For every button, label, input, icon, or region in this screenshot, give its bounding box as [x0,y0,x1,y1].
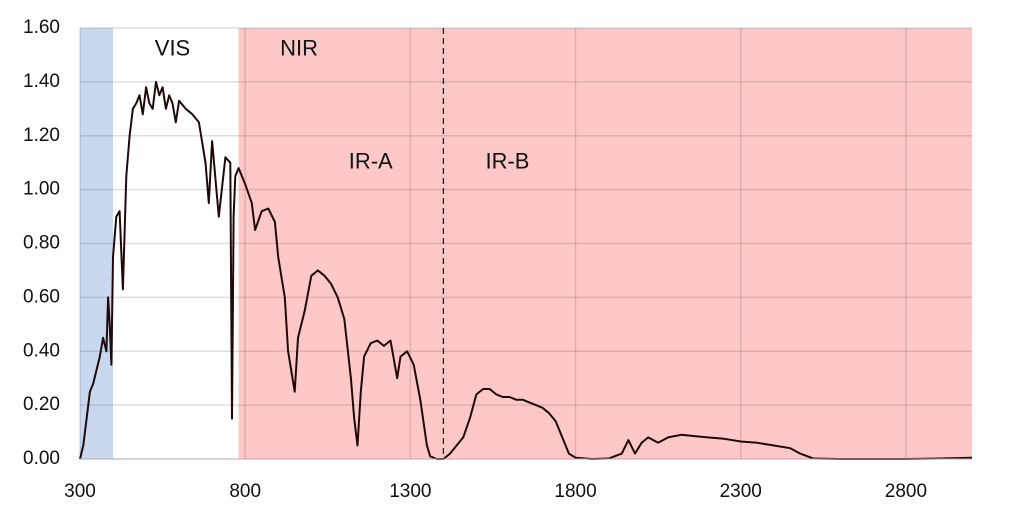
annotation: NIR [280,35,318,60]
x-tick-label: 2800 [885,481,927,502]
annotation: VIS [155,35,190,60]
y-tick-label: 1.40 [23,71,60,92]
y-tick-label: 0.80 [23,233,60,254]
y-tick-label: 0.40 [23,340,60,361]
y-tick-label: 1.60 [23,17,60,38]
x-tick-label: 1300 [389,481,431,502]
x-tick-label: 1800 [554,481,596,502]
annotation: IR-A [349,149,393,174]
x-tick-label: 800 [229,481,261,502]
y-tick-label: 1.20 [23,125,60,146]
y-tick-label: 1.00 [23,179,60,200]
region [80,28,114,459]
annotation: IR-B [485,149,529,174]
spectrum-line [79,80,973,460]
x-tick-label: 2300 [720,481,762,502]
y-tick-label: 0.00 [23,448,60,469]
y-tick-label: 0.60 [23,286,60,307]
x-tick-label: 300 [64,481,96,502]
y-tick-label: 0.20 [23,394,60,415]
